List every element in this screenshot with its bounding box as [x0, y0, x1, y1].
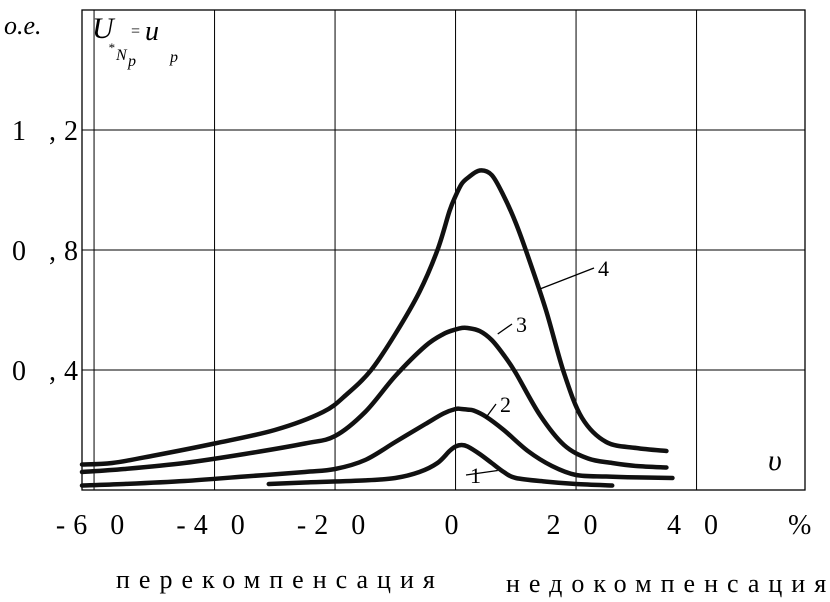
- curve-leader-3: [497, 323, 513, 335]
- series-line-1: [266, 442, 615, 488]
- region-label-overcompensation: перекомпенсация: [116, 565, 444, 594]
- svg-text:*: *: [108, 40, 115, 55]
- y-axis-label: о.е.: [4, 11, 42, 40]
- x-tick-label: -4 0: [176, 510, 252, 541]
- x-axis-unit: %: [788, 510, 819, 541]
- x-tick-label: -2 0: [297, 510, 373, 541]
- svg-text:U: U: [92, 12, 116, 45]
- y-tick-labels: 0 ,4 0 ,8 1 ,2: [12, 116, 86, 387]
- svg-text:u: u: [145, 16, 159, 47]
- chart-grid: [81, 9, 806, 491]
- svg-text:p: p: [127, 53, 136, 70]
- svg-text:N: N: [115, 47, 128, 64]
- x-tick-label: -6 0: [56, 510, 132, 541]
- curve-label-3: 3: [516, 312, 527, 337]
- formula-annotation: U * N p = u p: [92, 12, 178, 70]
- curve-leader-4: [539, 267, 595, 290]
- curve-leader-1: [465, 469, 498, 476]
- region-label-undercompensation: недокомпенсация: [506, 569, 830, 598]
- x-tick-label: 0: [445, 510, 467, 541]
- series-line-3: [79, 325, 669, 475]
- curve-label-1: 1: [470, 463, 481, 488]
- y-tick-label: 1 ,2: [12, 116, 86, 147]
- y-tick-label: 0 ,8: [12, 236, 86, 267]
- curve-label-leaders: 1 2 3 4: [465, 256, 609, 488]
- curve-label-4: 4: [598, 256, 609, 281]
- chart-curves: [79, 168, 675, 488]
- x-tick-label: 2 0: [547, 510, 606, 541]
- y-tick-label: 0 ,4: [12, 356, 86, 387]
- x-tick-label: 4 0: [667, 510, 726, 541]
- curve-label-2: 2: [500, 392, 511, 417]
- curve-leader-2: [485, 403, 497, 419]
- x-axis-symbol: υ: [768, 444, 782, 477]
- series-line-2: [79, 406, 675, 488]
- svg-text:p: p: [169, 49, 178, 66]
- svg-text:=: =: [130, 23, 141, 40]
- series-line-4: [79, 168, 669, 467]
- x-tick-labels: -6 0 -4 0 -2 0 0 2 0 4 0: [56, 510, 726, 541]
